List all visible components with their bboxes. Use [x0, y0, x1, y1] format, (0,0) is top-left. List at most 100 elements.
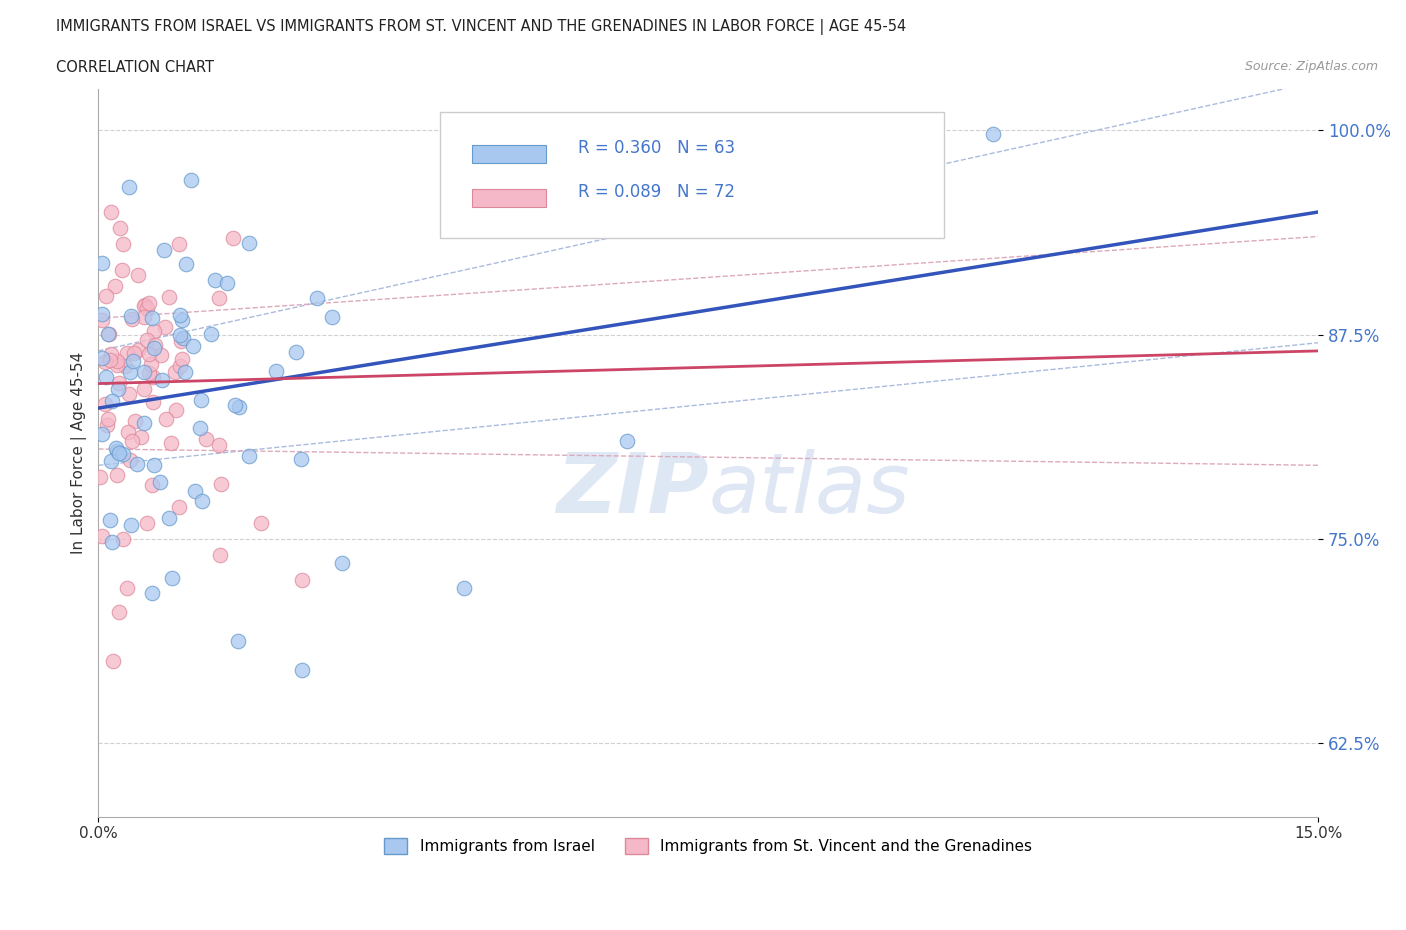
Legend: Immigrants from Israel, Immigrants from St. Vincent and the Grenadines: Immigrants from Israel, Immigrants from … [378, 831, 1039, 860]
Point [172, 331, 194, 346]
Text: R = 0.360   N = 63: R = 0.360 N = 63 [578, 140, 735, 157]
Point [118, 365, 141, 379]
Point [134, 416, 156, 431]
Point [153, 242, 176, 257]
Point [228, 400, 250, 415]
Point [190, 393, 212, 408]
Point [226, 633, 249, 648]
Point [167, 237, 190, 252]
Point [111, 236, 134, 251]
Point [132, 299, 155, 313]
Point [105, 468, 128, 483]
Point [222, 231, 245, 246]
Point [208, 290, 231, 305]
Point [143, 324, 166, 339]
Point [117, 425, 139, 440]
Point [190, 493, 212, 508]
Point [100, 535, 122, 550]
Point [157, 289, 180, 304]
Point [330, 556, 353, 571]
Point [122, 346, 145, 361]
Point [155, 319, 177, 334]
FancyBboxPatch shape [440, 113, 945, 238]
Point [138, 296, 160, 311]
Text: IMMIGRANTS FROM ISRAEL VS IMMIGRANTS FROM ST. VINCENT AND THE GRENADINES IN LABO: IMMIGRANTS FROM ISRAEL VS IMMIGRANTS FRO… [56, 19, 907, 34]
Point [115, 345, 138, 360]
Point [250, 515, 273, 530]
Point [96, 289, 118, 304]
Point [98, 352, 121, 367]
Point [96, 418, 118, 432]
Point [149, 474, 172, 489]
Point [121, 433, 143, 448]
Point [141, 311, 163, 325]
Point [127, 268, 149, 283]
Point [291, 572, 314, 587]
Point [96, 412, 118, 427]
Point [157, 511, 180, 525]
Point [97, 326, 120, 341]
Point [165, 365, 187, 379]
Point [169, 500, 191, 515]
Point [111, 446, 134, 461]
Point [115, 580, 138, 595]
Point [264, 364, 287, 379]
Point [150, 348, 173, 363]
Point [98, 326, 121, 341]
Point [91, 351, 114, 365]
Point [91, 312, 114, 327]
Point [238, 236, 260, 251]
Point [108, 376, 131, 391]
Point [208, 438, 231, 453]
Point [172, 352, 194, 366]
Point [138, 346, 160, 361]
Point [160, 571, 183, 586]
Point [141, 585, 163, 600]
Point [184, 484, 207, 498]
Point [108, 220, 131, 235]
Point [150, 373, 173, 388]
Point [94, 354, 117, 369]
Point [135, 300, 157, 315]
Text: Source: ZipAtlas.com: Source: ZipAtlas.com [1244, 60, 1378, 73]
Point [200, 327, 222, 342]
Bar [472, 190, 546, 207]
Point [139, 356, 162, 371]
Point [238, 449, 260, 464]
Point [142, 369, 165, 384]
Point [124, 414, 146, 429]
Text: R = 0.089   N = 72: R = 0.089 N = 72 [578, 183, 735, 202]
Point [195, 432, 218, 446]
Point [981, 126, 1004, 141]
Point [121, 312, 143, 326]
Point [122, 353, 145, 368]
Y-axis label: In Labor Force | Age 45-54: In Labor Force | Age 45-54 [72, 352, 87, 554]
Point [105, 357, 128, 372]
Point [105, 440, 128, 455]
Point [91, 255, 114, 270]
Point [224, 398, 246, 413]
Point [183, 339, 205, 354]
Point [104, 278, 127, 293]
Point [174, 365, 197, 379]
Point [169, 327, 191, 342]
Point [290, 451, 312, 466]
Point [111, 531, 134, 546]
Point [100, 205, 122, 219]
Point [105, 444, 128, 458]
Point [118, 453, 141, 468]
Point [453, 580, 475, 595]
Point [134, 365, 156, 379]
Point [120, 518, 142, 533]
Point [169, 359, 191, 374]
Point [94, 396, 117, 411]
Point [127, 342, 149, 357]
Point [321, 310, 343, 325]
Point [101, 654, 124, 669]
Point [107, 605, 129, 620]
Point [204, 272, 226, 287]
Point [142, 458, 165, 472]
Point [174, 257, 197, 272]
Point [89, 470, 111, 485]
Point [111, 263, 134, 278]
